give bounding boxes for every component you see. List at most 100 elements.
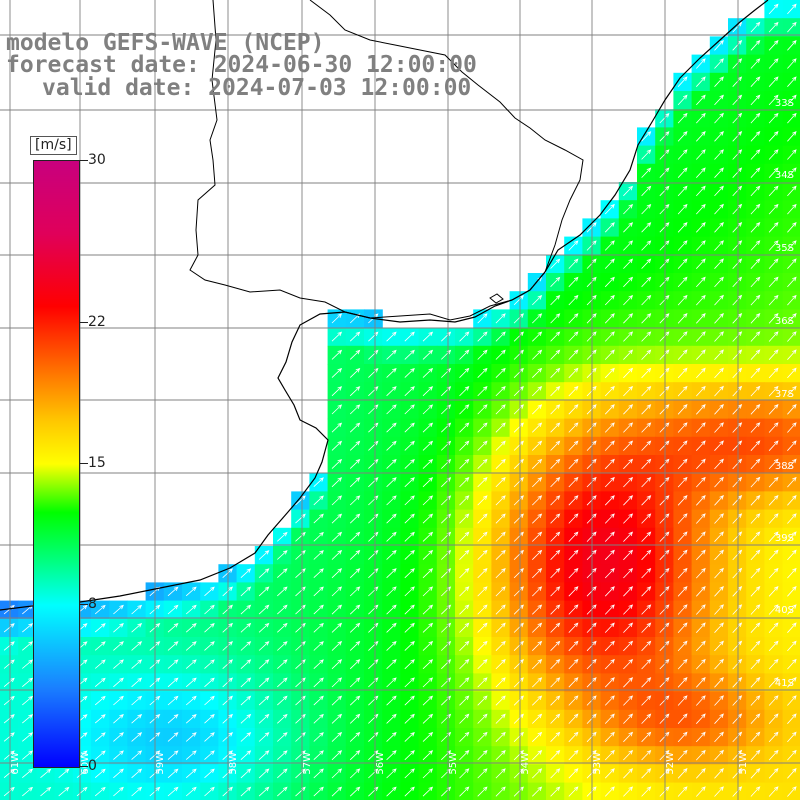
wind-vectors [3, 3, 797, 797]
wind-arrow [532, 640, 543, 651]
wind-cell [691, 91, 711, 110]
wind-arrow [532, 331, 543, 342]
wind-arrow [659, 203, 670, 215]
wind-arrow [696, 531, 706, 542]
wind-arrow [513, 386, 524, 397]
wind-arrow [3, 695, 15, 706]
wind-arrow [568, 749, 579, 761]
wind-arrow [313, 659, 324, 669]
wind-cell [637, 145, 656, 165]
wind-arrow [22, 623, 34, 633]
wind-cell [418, 455, 438, 474]
wind-cell [182, 637, 201, 656]
wind-arrow [714, 567, 724, 579]
wind-arrow [113, 695, 124, 706]
wind-arrow [167, 695, 179, 706]
wind-cell [728, 509, 747, 529]
wind-cell [691, 618, 711, 638]
wind-arrow [349, 640, 361, 651]
wind-arrow [22, 641, 34, 651]
wind-cell [709, 455, 729, 474]
wind-arrow [386, 731, 397, 742]
wind-arrow [404, 622, 415, 633]
wind-cell [746, 400, 765, 420]
wind-cell [709, 418, 729, 438]
wind-arrow [677, 768, 688, 779]
wind-arrow [495, 659, 506, 670]
wind-cell [618, 218, 638, 238]
colorbar-tick-label: 22 [88, 313, 106, 330]
wind-arrow [331, 695, 343, 706]
wind-cell [527, 473, 547, 492]
wind-cell [0, 728, 19, 747]
wind-arrow [459, 477, 470, 488]
wind-arrow [677, 222, 688, 233]
wind-arrow [40, 786, 52, 797]
wind-cell [509, 728, 529, 747]
wind-cell [618, 400, 638, 420]
wind-cell [764, 200, 784, 219]
wind-arrow [750, 240, 761, 251]
wind-cell [382, 418, 401, 438]
wind-cell [728, 109, 747, 128]
wind-arrow [550, 458, 561, 469]
wind-cell [527, 309, 547, 329]
wind-cell [491, 491, 511, 511]
wind-arrow [787, 313, 797, 324]
wind-arrow [659, 112, 670, 124]
wind-arrow [714, 385, 724, 397]
wind-cell [236, 600, 256, 620]
wind-arrow [677, 604, 688, 615]
wind-cell [418, 436, 438, 456]
wind-arrow [513, 750, 524, 761]
wind-cell [163, 746, 183, 765]
wind-cell [455, 655, 474, 674]
wind-arrow [477, 495, 488, 506]
wind-arrow [623, 404, 634, 415]
wind-arrow [513, 495, 524, 506]
wind-arrow [113, 604, 124, 615]
wind-arrow [295, 550, 306, 560]
wind-arrow [386, 331, 397, 342]
wind-arrow [349, 331, 361, 342]
wind-arrow [768, 440, 779, 451]
wind-cell [109, 655, 128, 674]
wind-cell [600, 473, 620, 492]
wind-arrow [295, 568, 306, 578]
wind-arrow [204, 786, 215, 797]
wind-arrow [167, 750, 179, 760]
wind-cell [728, 400, 747, 420]
wind-cell [364, 564, 383, 583]
wind-arrow [750, 258, 761, 269]
wind-arrow [495, 440, 506, 451]
wind-cell [345, 491, 365, 511]
wind-arrow [222, 641, 233, 651]
wind-cell [364, 364, 383, 383]
wind-arrow [641, 786, 652, 797]
lon-label: 58W [228, 752, 239, 775]
wind-arrow [586, 622, 597, 633]
wind-cell [564, 691, 583, 711]
wind-arrow [787, 294, 797, 306]
wind-cell [673, 746, 693, 765]
wind-cell [691, 564, 711, 583]
wind-cell [546, 709, 565, 729]
wind-cell [546, 400, 565, 420]
wind-cell [200, 618, 219, 638]
wind-cell [709, 36, 729, 56]
wind-cell [345, 418, 365, 438]
wind-cell [273, 618, 292, 638]
wind-arrow [477, 404, 488, 415]
wind-cell [764, 600, 784, 620]
wind-cell [309, 691, 329, 711]
wind-arrow [750, 58, 761, 69]
wind-arrow [3, 659, 15, 669]
wind-cell [436, 655, 456, 674]
wind-arrow [586, 677, 597, 688]
wind-arrow [495, 768, 506, 779]
wind-arrow [349, 731, 361, 742]
wind-arrow [732, 76, 743, 87]
wind-cell [200, 746, 219, 765]
wind-arrow [604, 258, 615, 269]
wind-cell [418, 382, 438, 401]
